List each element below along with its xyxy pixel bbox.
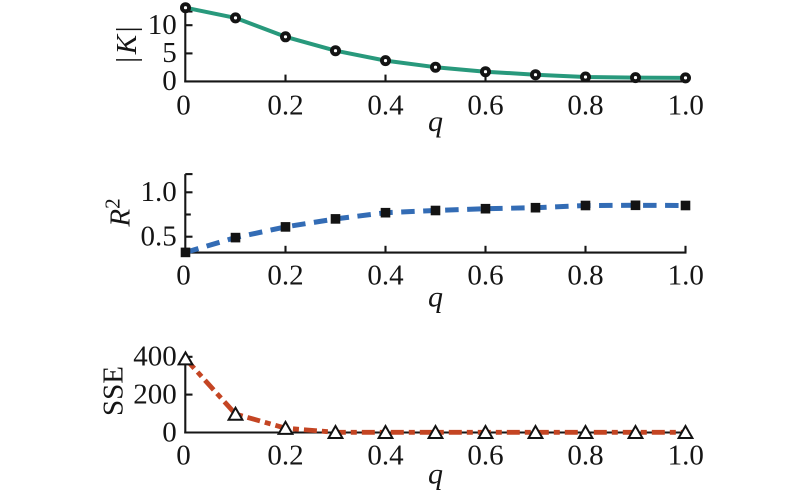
svg-text:400: 400: [133, 341, 177, 373]
svg-text:0.4: 0.4: [367, 90, 404, 122]
svg-text:|K|: |K|: [111, 24, 143, 63]
svg-text:0.2: 0.2: [267, 440, 303, 472]
svg-text:0: 0: [176, 90, 191, 122]
svg-text:0.5: 0.5: [141, 220, 177, 252]
svg-text:0.4: 0.4: [367, 440, 404, 472]
svg-text:0.4: 0.4: [367, 260, 404, 292]
svg-text:q: q: [428, 281, 443, 314]
svg-text:0: 0: [176, 260, 191, 292]
svg-text:0.8: 0.8: [567, 90, 603, 122]
svg-text:q: q: [428, 105, 443, 138]
svg-text:0: 0: [162, 416, 177, 448]
svg-text:SSE: SSE: [98, 366, 130, 416]
svg-text:0.2: 0.2: [267, 260, 303, 292]
svg-text:5: 5: [162, 37, 177, 69]
svg-text:0.6: 0.6: [467, 260, 503, 292]
svg-text:0: 0: [176, 440, 191, 472]
svg-text:q: q: [428, 458, 443, 491]
svg-text:200: 200: [133, 378, 177, 410]
svg-text:0.2: 0.2: [267, 90, 303, 122]
svg-text:10: 10: [148, 9, 177, 41]
svg-text:1.0: 1.0: [141, 176, 177, 208]
svg-text:0: 0: [162, 65, 177, 97]
svg-text:0.6: 0.6: [467, 90, 503, 122]
svg-text:1.0: 1.0: [668, 260, 704, 292]
svg-text:0.8: 0.8: [567, 260, 603, 292]
svg-text:0.6: 0.6: [467, 440, 503, 472]
svg-text:1.0: 1.0: [668, 440, 704, 472]
svg-text:0.8: 0.8: [567, 440, 603, 472]
svg-text:1.0: 1.0: [668, 90, 704, 122]
